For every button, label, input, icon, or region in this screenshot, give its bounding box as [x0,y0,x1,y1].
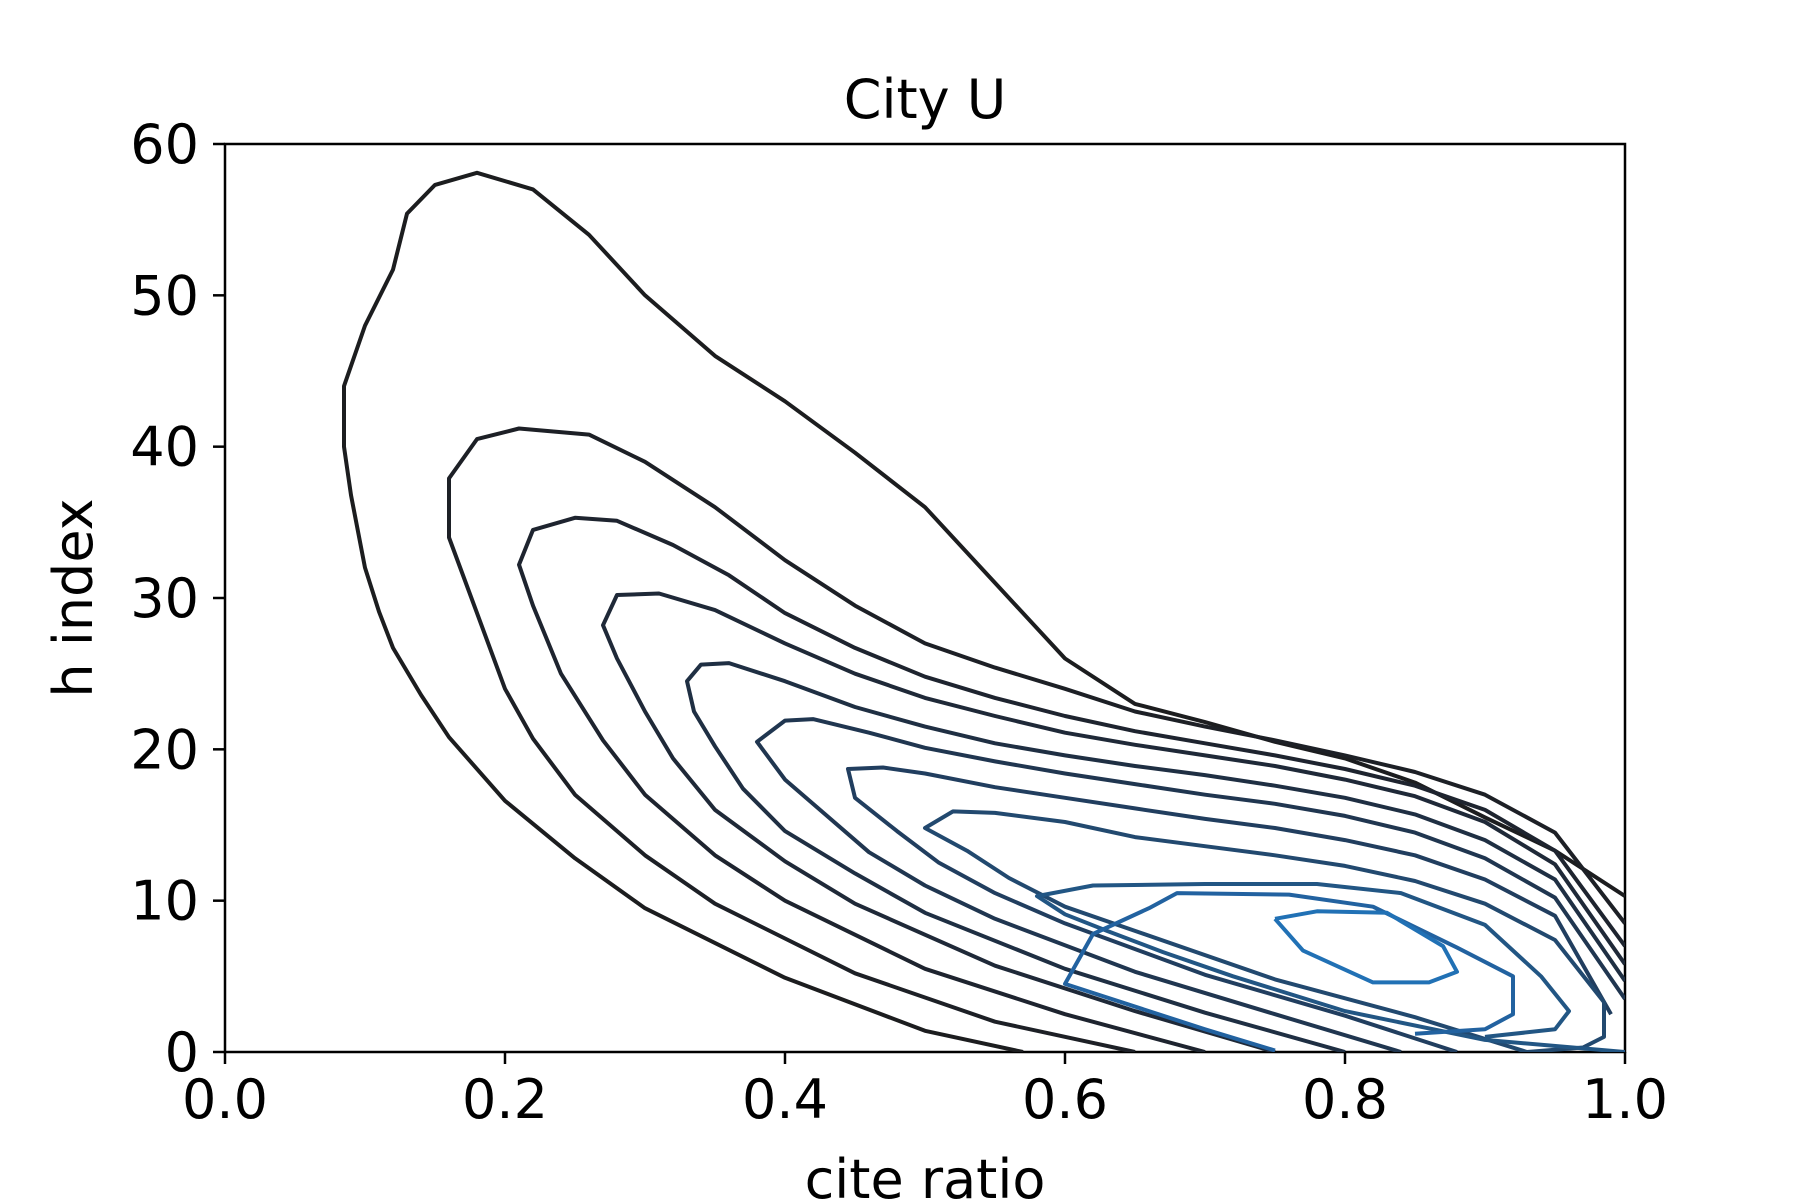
x-tick-label: 0.2 [462,1068,548,1131]
contour-line-8 [923,809,1606,1052]
contour-line-7 [846,765,1613,1052]
y-tick-label: 0 [165,1021,199,1084]
x-tick-label: 1.0 [1582,1068,1668,1131]
contour-line-6 [755,717,1625,1052]
plot-frame [223,142,1627,1054]
contour-line-5 [685,661,1625,1052]
y-tick-label: 20 [130,718,199,781]
contour-line-9 [1035,882,1625,1052]
y-tick-label: 30 [130,567,199,630]
x-tick-label: 0.0 [182,1068,268,1131]
y-tick-label: 10 [130,870,199,933]
contour-line-4 [601,591,1625,1052]
x-tick-label: 0.4 [742,1068,828,1131]
contour-line-10 [1063,891,1515,1052]
contour-line-2 [447,426,1625,1052]
contour-line-3 [517,515,1625,1052]
y-axis-ticks: 0 10 20 30 40 50 60 [130,113,225,1084]
x-axis-ticks: 0.0 0.2 0.4 0.6 0.8 1.0 [182,1052,1668,1131]
y-tick-label: 60 [130,113,199,176]
plot-area: 0.0 0.2 0.4 0.6 0.8 1.0 0 10 20 30 40 50 60 [130,113,1668,1131]
x-tick-label: 0.6 [1022,1068,1108,1131]
contour-line-1 [342,170,1625,1052]
y-tick-label: 40 [130,416,199,479]
y-tick-label: 50 [130,264,199,327]
x-tick-label: 0.8 [1302,1068,1388,1131]
contour-line-11 [1273,909,1459,985]
y-axis-label: h index [42,498,105,697]
contour-lines [342,170,1625,1052]
x-axis-label: cite ratio [805,1148,1046,1200]
chart-title: City U [844,68,1007,131]
